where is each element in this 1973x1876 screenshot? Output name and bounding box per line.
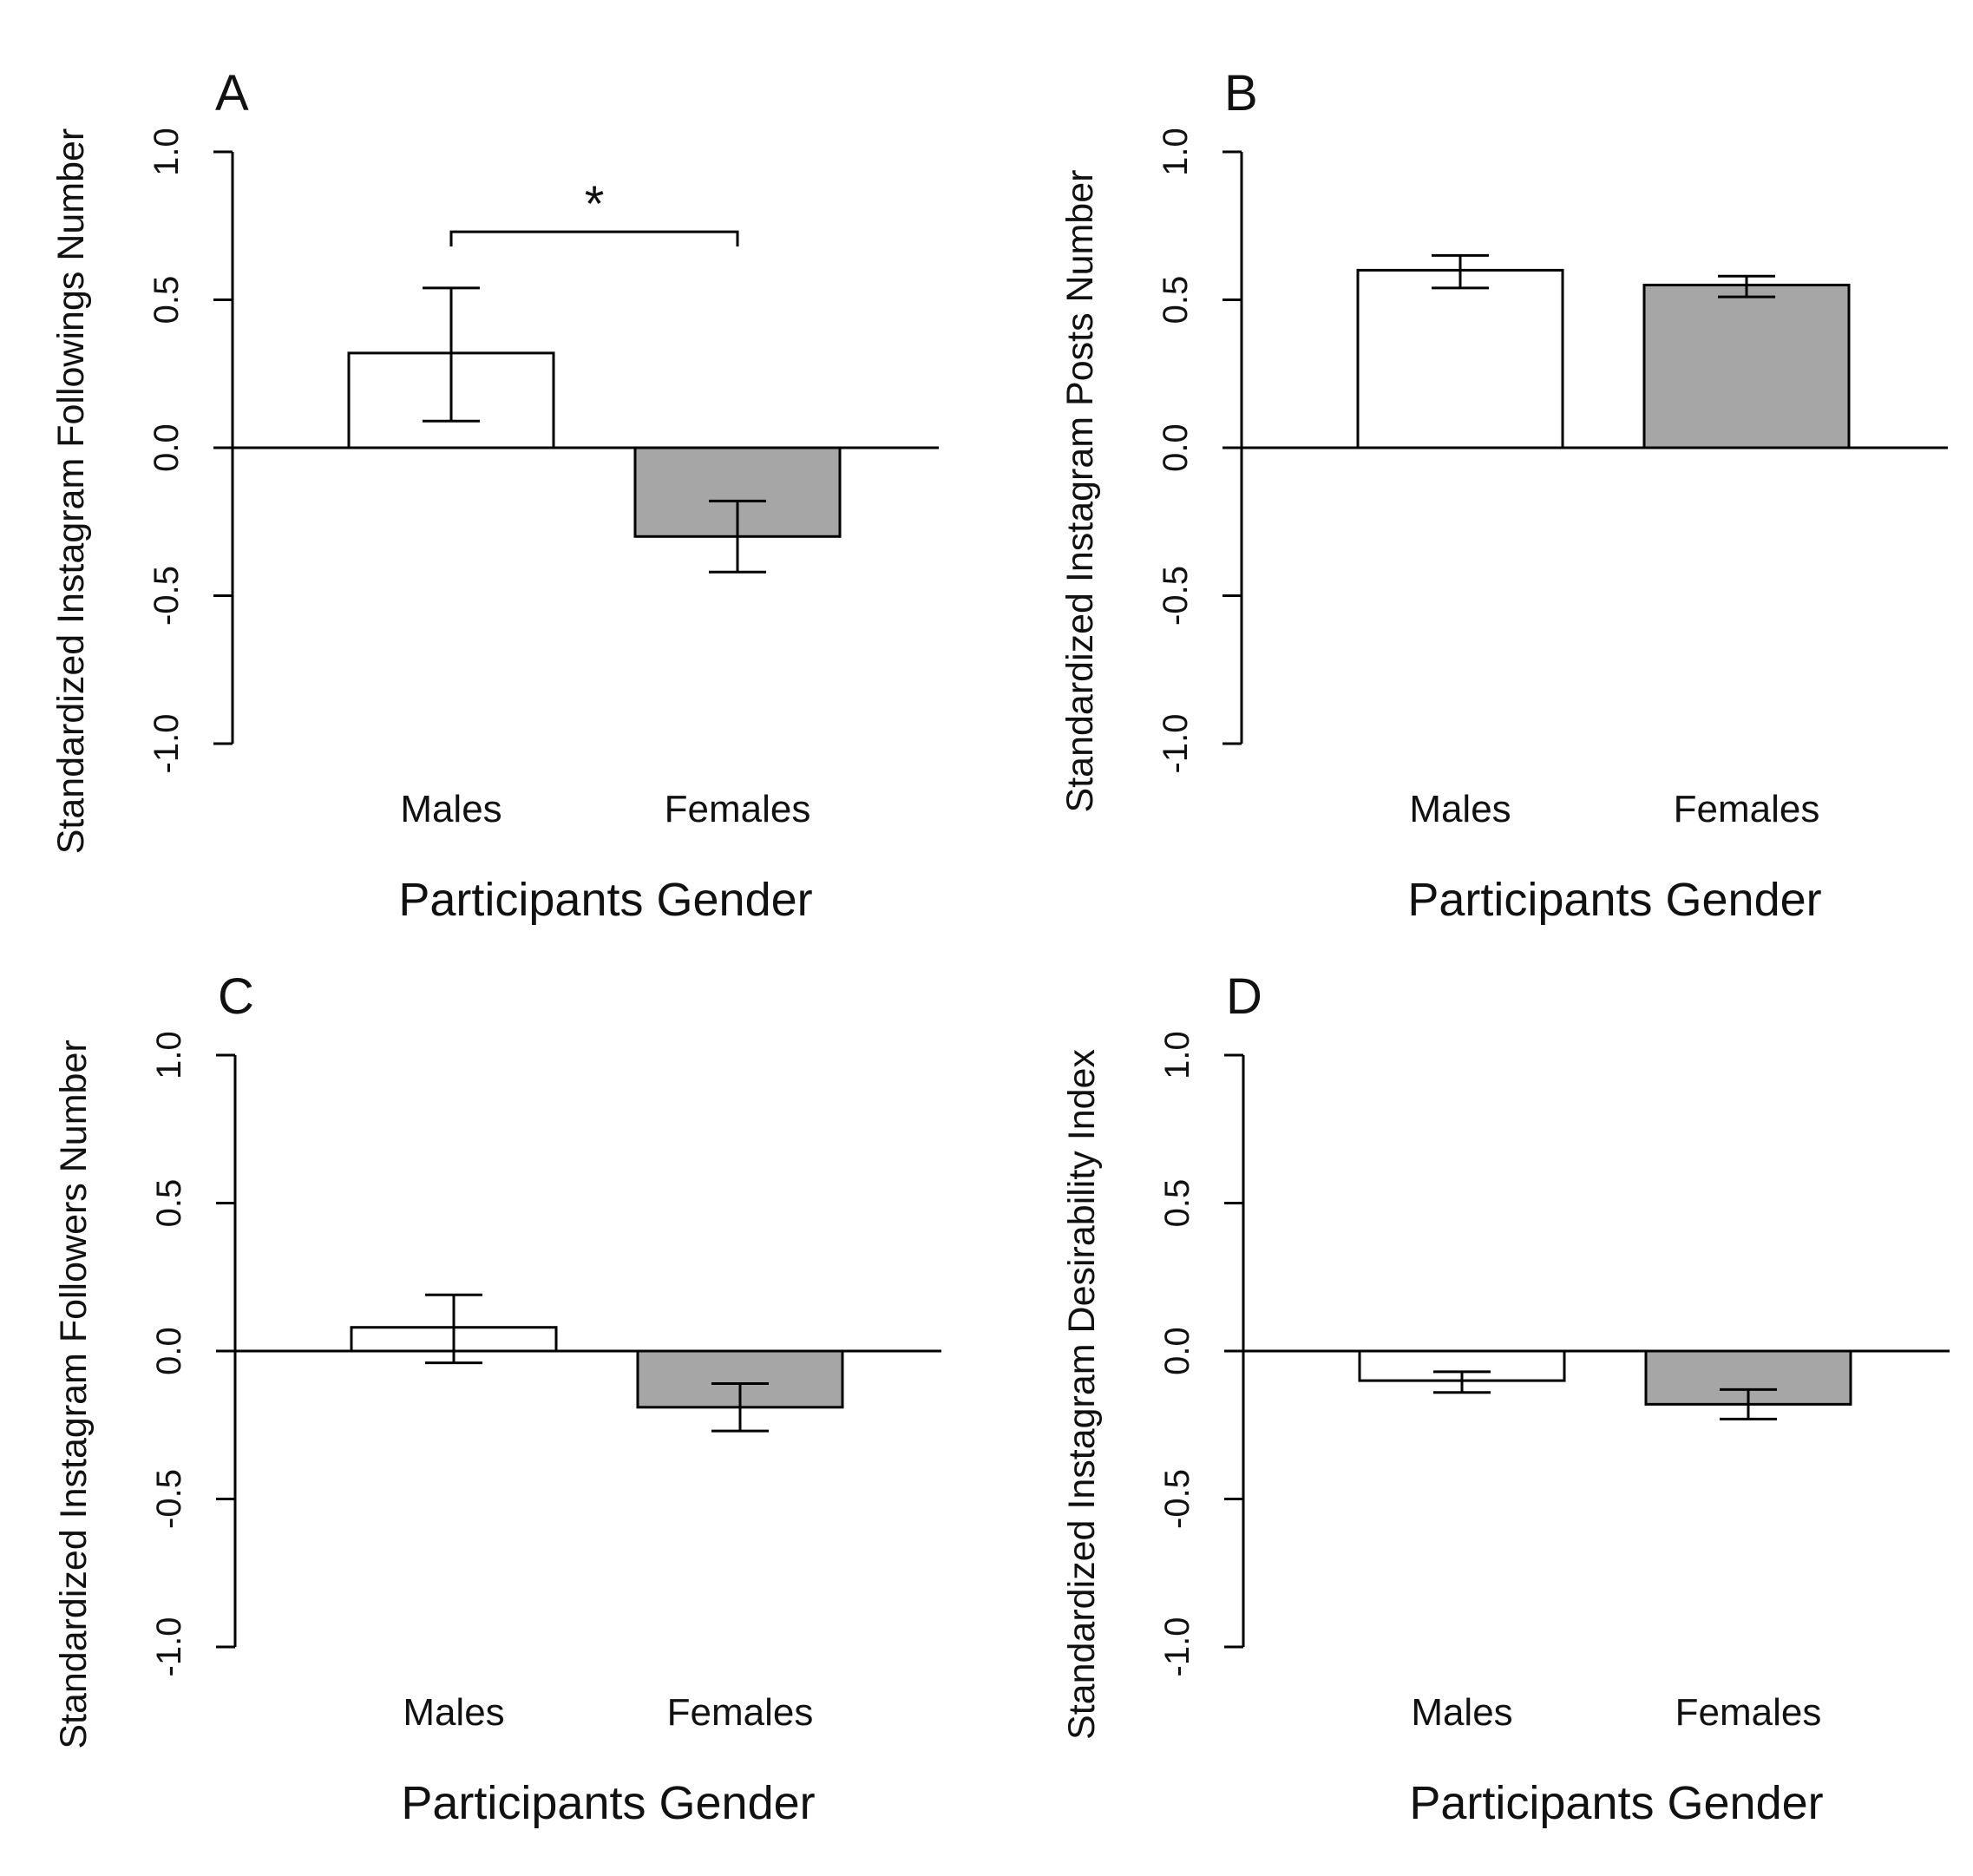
category-label: Males	[1411, 1691, 1512, 1734]
y-axis-title: Standardized Instagram Desirability Inde…	[1061, 1049, 1103, 1740]
y-axis-title: Standardized Instagram Posts Number	[1059, 170, 1101, 813]
category-label: Females	[665, 788, 811, 830]
y-tick-label: 0.5	[147, 276, 186, 325]
y-tick-label: 0.5	[1157, 276, 1195, 325]
panel-letter: B	[1224, 65, 1258, 121]
bar-females	[1642, 283, 1851, 449]
category-label: Males	[400, 788, 501, 830]
y-tick-label: 0.0	[1157, 423, 1195, 472]
bar-males	[1356, 268, 1564, 449]
x-axis-title: Participants Gender	[1407, 874, 1821, 926]
y-tick-label: 0.0	[1158, 1327, 1196, 1375]
y-tick-label: 1.0	[150, 1031, 188, 1079]
y-tick-label: -1.0	[150, 1617, 188, 1677]
y-tick-label: -0.5	[1158, 1469, 1196, 1529]
y-tick-label: 1.0	[1158, 1031, 1196, 1079]
category-label: Males	[403, 1691, 504, 1734]
chart-panel-c: C -1.0 -0.5 0.0 0.5 1.0 Males Females Participan…	[53, 968, 941, 1829]
y-tick-label: 1.0	[1157, 128, 1195, 176]
y-tick-label: -0.5	[147, 566, 186, 626]
x-axis-title: Participants Gender	[401, 1777, 815, 1829]
category-label: Females	[667, 1691, 814, 1734]
y-tick-label: 1.0	[147, 128, 186, 176]
significance-bracket	[449, 230, 739, 247]
panel-letter: A	[215, 65, 249, 121]
category-label: Males	[1409, 788, 1511, 830]
y-tick-label: 0.0	[147, 423, 186, 472]
y-tick-label: -1.0	[1157, 714, 1195, 774]
category-label: Females	[1674, 788, 1820, 830]
chart-panel-b: B -1.0 -0.5 0.0 0.5 1.0 Males Females Participan…	[1059, 65, 1948, 926]
y-tick-label: 0.5	[1158, 1179, 1196, 1228]
y-tick-label: 0.0	[150, 1327, 188, 1375]
y-axis-title: Standardized Instagram Followings Number	[50, 128, 92, 855]
y-tick-label: -0.5	[150, 1469, 188, 1529]
y-tick-label: -0.5	[1157, 566, 1195, 626]
x-axis-title: Participants Gender	[398, 874, 812, 926]
y-tick-label: 0.5	[150, 1179, 188, 1228]
panel-letter: C	[218, 968, 254, 1025]
significance-marker: *	[585, 176, 605, 233]
y-tick-label: -1.0	[147, 714, 186, 774]
y-axis-title: Standardized Instagram Followers Number	[53, 1040, 95, 1748]
y-tick-label: -1.0	[1158, 1617, 1196, 1677]
chart-panel-a: A -1.0 -0.5 0.0 0.5 1.0 Males Females * Participa…	[50, 65, 939, 926]
x-axis-title: Participants Gender	[1409, 1777, 1823, 1829]
panel-letter: D	[1226, 968, 1262, 1025]
chart-panel-d: D -1.0 -0.5 0.0 0.5 1.0 Males Females Participan…	[1061, 968, 1950, 1829]
category-label: Females	[1675, 1691, 1822, 1734]
